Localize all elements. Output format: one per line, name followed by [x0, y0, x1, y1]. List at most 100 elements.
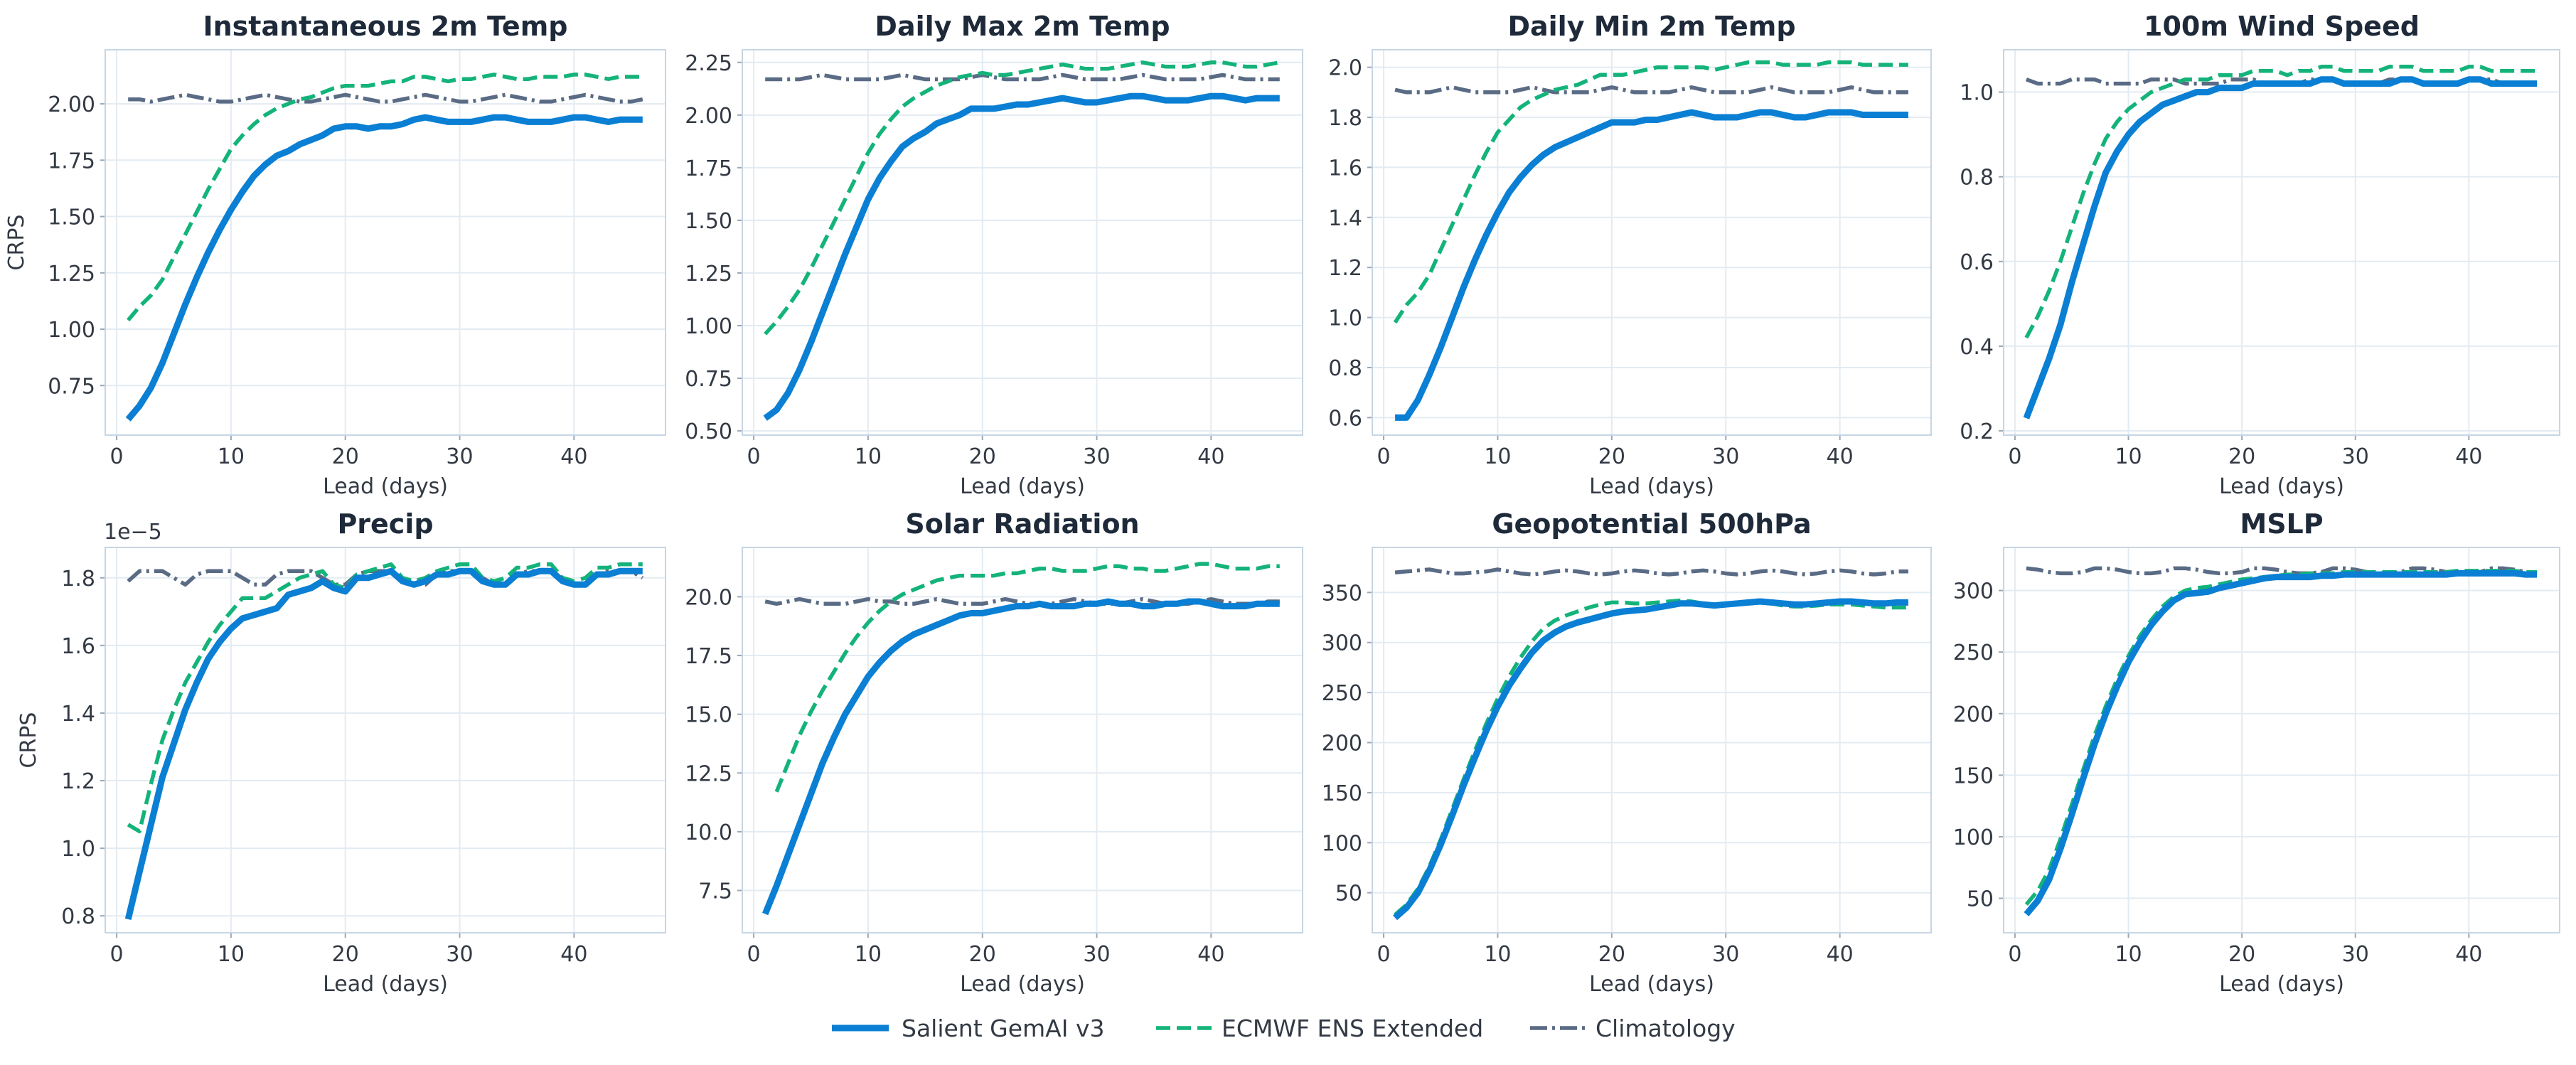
x-tick-label: 10	[855, 444, 882, 469]
legend: Salient GemAI v3 ECMWF ENS Extended Clim…	[832, 1015, 1736, 1042]
legend-label-ecmwf: ECMWF ENS Extended	[1222, 1015, 1483, 1042]
plot-area	[1372, 547, 1931, 933]
x-tick-label: 40	[2455, 444, 2482, 469]
panel-title: Daily Min 2m Temp	[1507, 11, 1795, 42]
plot-area	[1372, 50, 1931, 435]
x-tick-label: 30	[2342, 942, 2369, 967]
plot-area	[742, 50, 1303, 435]
panel-title: Instantaneous 2m Temp	[203, 11, 567, 42]
x-tick-label: 0	[2008, 444, 2021, 469]
plot-frame	[105, 49, 666, 436]
x-tick-label: 30	[2342, 444, 2369, 469]
x-tick-label: 20	[332, 444, 359, 469]
x-axis-label: Lead (days)	[960, 474, 1085, 499]
x-tick-label: 30	[1712, 444, 1739, 469]
y-tick-label: 10.0	[685, 820, 732, 845]
plot-frame	[2003, 49, 2560, 436]
series-line-salient	[762, 598, 1280, 916]
x-axis-label: Lead (days)	[2219, 474, 2344, 499]
panel-daily-max-2m-temp: 0 10 20 30 40 0.50 0.75 1.00 1.25 1.50 1.75 2.00 2.2…	[685, 11, 1303, 499]
x-tick-label: 40	[1197, 444, 1224, 469]
x-tick-label: 40	[1197, 942, 1224, 967]
y-tick-label: 1.75	[685, 156, 732, 181]
y-tick-label: 1.0	[1328, 306, 1362, 331]
x-tick-label: 30	[1712, 942, 1739, 967]
y-tick-label: 200	[1953, 702, 1994, 727]
series-line-salient	[2024, 569, 2538, 916]
y-tick-label: 0.2	[1960, 419, 1994, 444]
y-tick-label: 1.4	[1328, 206, 1362, 231]
y-tick-label: 0.6	[1328, 406, 1362, 431]
series-line-climatology	[1394, 567, 1908, 577]
plot-frame	[742, 49, 1303, 436]
panel-100m-wind-speed: 0 10 20 30 40 0.2 0.4 0.6 0.8 1.0 100m Wind Speed L…	[1960, 11, 2560, 499]
y-tick-label: 50	[1967, 887, 1994, 912]
y-tick-label: 50	[1335, 882, 1362, 906]
y-tick-label: 100	[1322, 831, 1362, 856]
x-tick-label: 10	[2115, 942, 2142, 967]
y-tick-label: 1.4	[61, 702, 95, 727]
panel-title: Geopotential 500hPa	[1492, 508, 1811, 540]
y-tick-label: 20.0	[685, 585, 732, 610]
plot-area	[2004, 50, 2560, 435]
x-tick-label: 40	[1827, 942, 1854, 967]
x-tick-label: 0	[747, 942, 761, 967]
x-tick-label: 40	[1827, 444, 1854, 469]
legend-label-climatology: Climatology	[1596, 1015, 1736, 1042]
x-tick-label: 30	[446, 444, 473, 469]
x-tick-label: 0	[747, 444, 761, 469]
y-tick-label: 0.8	[61, 904, 95, 929]
y-tick-label: 15.0	[685, 703, 732, 728]
series-line-climatology	[128, 92, 643, 104]
x-tick-label: 10	[1484, 444, 1511, 469]
y-tick-label: 1.6	[1328, 156, 1362, 181]
y-tick-label: 1.25	[685, 262, 732, 287]
series-line-ecmwf	[2024, 65, 2538, 339]
y-tick-label: 150	[1322, 781, 1362, 806]
series-line-ecmwf	[127, 562, 643, 834]
y-tick-label: 12.5	[685, 761, 732, 786]
series-line-salient	[2023, 76, 2538, 419]
x-tick-label: 20	[2228, 942, 2255, 967]
y-tick-label: 1.6	[61, 634, 95, 659]
x-tick-label: 20	[332, 942, 359, 967]
panel-title: 100m Wind Speed	[2144, 11, 2420, 42]
x-tick-label: 10	[218, 444, 245, 469]
x-tick-label: 0	[110, 942, 124, 967]
y-tick-label: 1.0	[1960, 81, 1994, 106]
y-tick-label: 350	[1322, 581, 1362, 606]
x-tick-label: 40	[560, 942, 587, 967]
y-axis-label: CRPS	[16, 712, 41, 769]
y-tick-label: 200	[1322, 732, 1362, 756]
x-tick-label: 0	[1377, 942, 1390, 967]
y-tick-label: 0.50	[685, 419, 732, 444]
x-axis-label: Lead (days)	[323, 474, 448, 499]
x-tick-label: 0	[110, 444, 124, 469]
y-tick-label: 0.8	[1960, 166, 1994, 191]
y-tick-label: 1.00	[48, 318, 95, 343]
y-tick-label: 2.0	[1328, 56, 1362, 81]
panel-title: Daily Max 2m Temp	[875, 11, 1170, 42]
y-tick-label: 100	[1953, 825, 1994, 850]
x-tick-label: 20	[969, 444, 996, 469]
y-tick-label: 250	[1953, 641, 1994, 665]
series-line-ecmwf	[1393, 60, 1908, 324]
plot-frame	[1372, 547, 1932, 933]
series-line-ecmwf	[764, 60, 1281, 336]
x-tick-label: 30	[446, 942, 473, 967]
plot-area	[105, 547, 666, 933]
x-axis-label: Lead (days)	[1589, 474, 1714, 499]
panel-mslp: 0 10 20 30 40 50 100 150 200 250 300 MSLP Lead (days…	[1953, 508, 2560, 997]
panel-title: MSLP	[2240, 508, 2323, 540]
series-line-salient	[763, 92, 1280, 421]
y-tick-label: 1.8	[1328, 106, 1362, 131]
panel-solar-radiation: 0 10 20 30 40 7.5 10.0 12.5 15.0 17.5 20.0 Solar Ra…	[685, 508, 1303, 997]
x-axis-label: Lead (days)	[960, 972, 1085, 997]
y-tick-label: 250	[1322, 681, 1362, 706]
x-axis-label: Lead (days)	[2219, 972, 2344, 997]
x-tick-label: 20	[2228, 444, 2255, 469]
x-tick-label: 10	[1484, 942, 1511, 967]
panel-title: Precip	[337, 508, 433, 540]
y-tick-label: 1.75	[48, 149, 95, 173]
